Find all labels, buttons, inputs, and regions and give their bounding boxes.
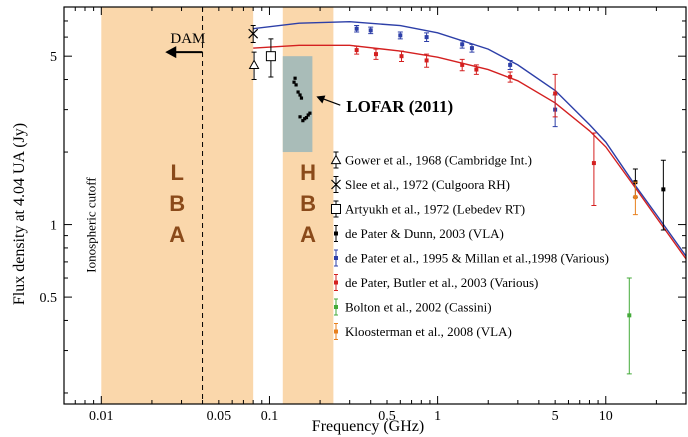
dam-arrow-head bbox=[165, 46, 177, 59]
band-letter: L bbox=[171, 160, 184, 185]
legend-entry: Artyukh et al., 1972 (Lebedev RT) bbox=[345, 202, 525, 217]
lofar-label: LOFAR (2011) bbox=[346, 97, 453, 116]
x-tick-label: 0.5 bbox=[378, 409, 396, 424]
lofar-arrow bbox=[322, 97, 341, 106]
data-point-s6-5 bbox=[460, 62, 465, 67]
band-letter: A bbox=[300, 222, 316, 247]
axes: 0.01 0.05 0.1 0.5 1 5 10 0.5 1 5 bbox=[40, 6, 687, 424]
x-tick-label: 5 bbox=[552, 409, 559, 424]
band-letter: A bbox=[169, 222, 185, 247]
legend-entry: Kloosterman et al., 2008 (VLA) bbox=[345, 324, 512, 339]
lofar-point-7 bbox=[298, 115, 302, 119]
lofar-point-9 bbox=[303, 117, 307, 121]
lofar-point-5 bbox=[298, 93, 302, 97]
data-point-s6-7 bbox=[508, 74, 513, 79]
data-point-s1-1 bbox=[248, 59, 260, 70]
legend-marker bbox=[330, 154, 342, 165]
data-point-s5-4 bbox=[424, 35, 429, 40]
legend-marker bbox=[334, 305, 338, 309]
data-point-s6-6 bbox=[474, 67, 479, 72]
x-tick-label: 10 bbox=[599, 409, 613, 424]
y-tick-label: 1 bbox=[50, 219, 57, 234]
data-point-s6-9 bbox=[591, 161, 596, 166]
data-point-s6-8 bbox=[553, 91, 558, 96]
legend-marker bbox=[334, 231, 338, 236]
lofar-point-3 bbox=[294, 83, 298, 87]
lofar-point-12 bbox=[308, 111, 312, 115]
data-point-s5-5 bbox=[460, 42, 465, 47]
band-letter: B bbox=[169, 191, 185, 216]
x-tick-label: 0.01 bbox=[89, 409, 114, 424]
plot-frame bbox=[63, 6, 687, 405]
legend-entry: Bolton et al., 2002 (Cassini) bbox=[345, 300, 492, 315]
legend-marker bbox=[334, 256, 338, 260]
dam-label: DAM bbox=[170, 31, 205, 47]
lofar-point-2 bbox=[293, 76, 297, 80]
x-tick-label: 1 bbox=[434, 409, 441, 424]
error-bar bbox=[591, 132, 597, 206]
legend-marker bbox=[331, 204, 341, 214]
lofar-point-6 bbox=[299, 96, 304, 100]
data-point-s3-1 bbox=[265, 51, 276, 62]
lofar-point-10 bbox=[304, 115, 309, 120]
legend-entry: de Pater & Dunn, 2003 (VLA) bbox=[345, 226, 504, 241]
data-point-s4-2 bbox=[661, 187, 666, 192]
data-point-s7-1 bbox=[627, 313, 632, 318]
y-tick-label: 5 bbox=[50, 50, 57, 65]
data-point-s5-6 bbox=[469, 46, 474, 51]
legend-marker bbox=[334, 280, 338, 285]
data-point-s6-2 bbox=[373, 52, 378, 57]
x-tick-label: 0.05 bbox=[207, 409, 232, 424]
legend-entry: de Pater, Butler et al., 2003 (Various) bbox=[345, 275, 538, 290]
lofar-point-1 bbox=[292, 80, 296, 84]
error-bar bbox=[552, 73, 558, 118]
x-tick-label: 0.1 bbox=[261, 409, 279, 424]
lofar-point-11 bbox=[306, 113, 310, 117]
y-tick-label: 0.5 bbox=[40, 291, 58, 306]
lofar-point-4 bbox=[296, 90, 300, 94]
error-bar bbox=[626, 277, 632, 375]
data-point-s5-2 bbox=[368, 28, 373, 33]
lofar-box bbox=[282, 56, 313, 153]
y-axis-label: Flux density at 4.04 UA (Jy) bbox=[11, 123, 28, 305]
lofar-arrow-head bbox=[316, 95, 326, 104]
data-point-s5-3 bbox=[398, 33, 403, 38]
ionospheric-cutoff-label: Ionospheric cutoff bbox=[83, 177, 98, 273]
data-point-s2-1 bbox=[248, 28, 259, 39]
legend-entry: de Pater et al., 1995 & Millan et al.,19… bbox=[345, 251, 609, 266]
legend-marker bbox=[334, 329, 338, 334]
lofar-point-8 bbox=[301, 119, 305, 123]
data-point-s5-1 bbox=[354, 26, 359, 31]
legend: Gower et al., 1968 (Cambridge Int.) Slee … bbox=[330, 151, 609, 340]
data-point-s6-1 bbox=[354, 48, 359, 53]
error-bar bbox=[660, 159, 666, 231]
data-point-s6-3 bbox=[399, 54, 404, 59]
band-letter: H bbox=[300, 160, 316, 185]
x-axis-label: Frequency (GHz) bbox=[312, 418, 424, 435]
legend-marker bbox=[331, 179, 341, 190]
legend-entry: Gower et al., 1968 (Cambridge Int.) bbox=[345, 153, 532, 168]
data-point-s6-4 bbox=[424, 58, 429, 63]
data-point-s8-1 bbox=[633, 195, 638, 200]
data-point-s5-7 bbox=[508, 62, 513, 67]
band-letter: B bbox=[300, 191, 316, 216]
band-lba bbox=[101, 7, 254, 404]
data-points bbox=[248, 25, 666, 375]
annotations: LOFAR (2011) bbox=[316, 95, 453, 116]
reference-lines: Ionospheric cutoff DAM bbox=[83, 7, 205, 404]
legend-entry: Slee et al., 1972 (Culgoora RH) bbox=[345, 177, 510, 192]
